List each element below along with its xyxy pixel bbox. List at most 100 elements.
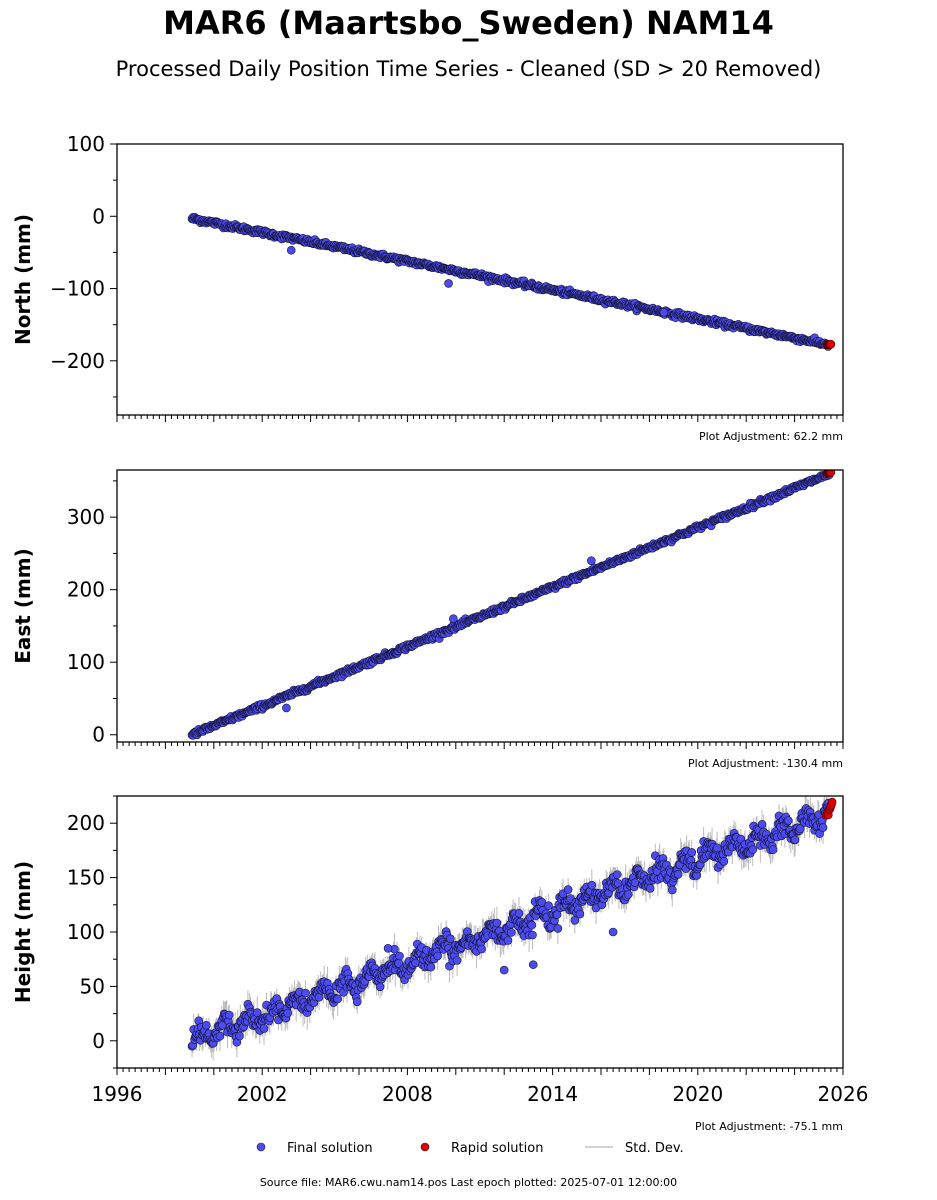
final-solution-point [587, 880, 597, 890]
legend-item: Std. Dev. [585, 1141, 684, 1156]
final-solution-point [225, 1010, 234, 1020]
y-tick-label: 200 [67, 811, 105, 835]
y-tick-label: 150 [67, 866, 105, 890]
rapid-solution-points [822, 470, 836, 478]
rapid-solution-points [822, 339, 836, 350]
panel-1: 300 200 100 0 East (mm) Plot Adjustment: -130… [11, 469, 844, 770]
rapid-solution-points [821, 797, 837, 820]
final-solution-point [553, 924, 563, 933]
y-axis-label: Height (mm) [11, 861, 35, 1003]
final-solution-outlier [587, 556, 596, 565]
x-tick-label: 2026 [818, 1082, 869, 1106]
panel-0: 100 0 −100 −200 North (mm) Plot Adjustment: 6… [11, 132, 844, 443]
page-subtitle: Processed Daily Position Time Series - C… [115, 57, 822, 81]
final-solution-point [426, 962, 436, 972]
final-solution-point [527, 920, 537, 930]
y-tick-label: 0 [92, 204, 105, 228]
x-tick-label: 2008 [382, 1082, 433, 1106]
final-solution-point [333, 994, 343, 1004]
y-tick-label: 100 [67, 920, 105, 944]
y-tick-label: 0 [92, 723, 105, 747]
final-solution-outlier [383, 944, 393, 953]
final-solution-point [514, 908, 524, 918]
legend-marker [256, 1142, 266, 1152]
final-solution-point [783, 816, 793, 825]
y-tick-label: 200 [67, 578, 105, 602]
final-solution-point [446, 934, 455, 944]
final-solution-point [667, 885, 677, 895]
final-solution-point [352, 997, 362, 1007]
final-solution-point [712, 843, 722, 853]
plot-adjustment-note: Plot Adjustment: 62.2 mm [699, 430, 843, 443]
legend-label: Final solution [287, 1141, 373, 1156]
panel-2: 200 150 100 50 0 1996 2002 2008 2014 2020 2026 Heig… [11, 795, 869, 1133]
final-solution-point [818, 823, 828, 832]
final-solution-point [795, 824, 805, 833]
final-solution-point [452, 956, 462, 965]
y-axis-label: North (mm) [11, 214, 35, 345]
final-solution-point [768, 845, 778, 855]
final-solution-point [492, 918, 502, 928]
plot-adjustment-note: Plot Adjustment: -130.4 mm [688, 757, 843, 770]
final-solution-point [612, 870, 622, 879]
final-solution-point [687, 848, 697, 857]
y-axis-label: East (mm) [11, 548, 35, 664]
source-file-note: Source file: MAR6.cwu.nam14.pos Last epo… [259, 1176, 678, 1189]
legend-item: Final solution [256, 1141, 373, 1156]
final-solution-outlier [286, 245, 296, 255]
final-solution-point [757, 819, 767, 829]
final-solution-point [395, 951, 404, 961]
final-solution-point [503, 936, 513, 945]
final-solution-outlier [528, 960, 538, 969]
final-solution-points [187, 212, 834, 351]
x-tick-label: 2014 [527, 1082, 578, 1106]
y-tick-label: −100 [50, 277, 105, 301]
legend-label: Std. Dev. [625, 1141, 684, 1156]
legend-marker [420, 1142, 430, 1152]
y-tick-label: 0 [92, 1029, 105, 1053]
final-solution-points [187, 798, 834, 1051]
final-solution-outlier [449, 614, 458, 623]
final-solution-point [252, 1008, 262, 1017]
legend-label: Rapid solution [451, 1141, 543, 1156]
final-solution-point [283, 1008, 293, 1018]
final-solution-point [235, 1031, 244, 1041]
y-tick-label: 100 [67, 650, 105, 674]
final-solution-point [544, 901, 553, 911]
y-tick-label: −200 [50, 349, 105, 373]
plot-area [187, 470, 836, 740]
final-solution-point [528, 930, 537, 940]
y-tick-label: 300 [67, 505, 105, 529]
final-solution-outlier [659, 308, 669, 317]
legend-item: Rapid solution [420, 1141, 543, 1156]
rapid-solution-point [826, 339, 836, 349]
final-solution-point [375, 982, 385, 992]
final-solution-point [748, 845, 758, 854]
final-solution-point [202, 1021, 211, 1030]
y-tick-label: 100 [67, 132, 105, 156]
final-solution-point [215, 1031, 225, 1041]
rapid-solution-point [826, 470, 836, 477]
final-solution-outlier [282, 703, 291, 713]
final-solution-point [563, 885, 573, 894]
final-solution-point [790, 835, 800, 845]
final-solution-point [623, 890, 633, 899]
x-tick-label: 2002 [237, 1082, 288, 1106]
final-solution-point [630, 878, 640, 888]
x-tick-label: 1996 [92, 1082, 143, 1106]
rapid-solution-point [827, 797, 837, 807]
final-solution-point [719, 856, 729, 866]
final-solution-point [552, 910, 562, 919]
final-solution-point [645, 883, 655, 893]
y-tick-label: 50 [80, 974, 105, 998]
page-title: MAR6 (Maartsbo_Sweden) NAM14 [163, 4, 774, 42]
final-solution-outlier [608, 927, 618, 937]
final-solution-point [575, 909, 585, 919]
final-solution-point [301, 988, 310, 998]
final-solution-point [477, 944, 487, 954]
final-solution-point [673, 869, 683, 879]
final-solution-points [187, 470, 834, 740]
plot-area [187, 212, 836, 351]
